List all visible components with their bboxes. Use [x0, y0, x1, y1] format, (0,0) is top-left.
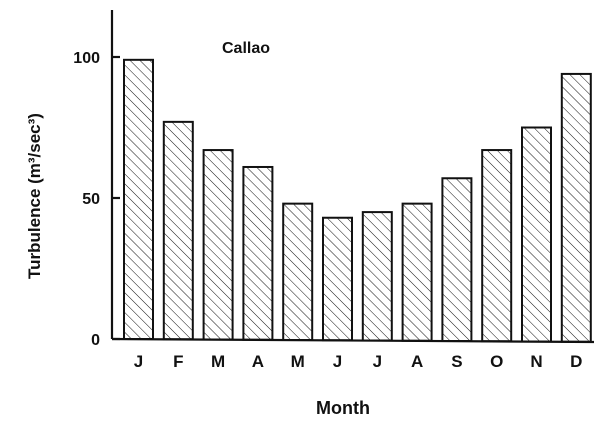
bars: [123, 58, 592, 343]
x-tick-label: J: [373, 352, 382, 371]
x-tick-label: N: [530, 352, 542, 371]
bar-A-8: [401, 202, 433, 342]
bar-S-9: [441, 177, 473, 342]
bar-M-3: [202, 149, 234, 341]
bar-J-1: [123, 58, 154, 340]
x-tick-label: A: [411, 352, 423, 371]
y-tick-label: 0: [91, 332, 100, 349]
x-tick-label: M: [211, 352, 225, 371]
bar-J-6: [322, 216, 353, 342]
x-tick-label: A: [252, 352, 264, 371]
y-tick-label: 100: [73, 50, 100, 67]
x-axis-label: Month: [316, 398, 370, 418]
x-tick-label: J: [333, 352, 342, 371]
bar-N-11: [521, 126, 552, 343]
x-tick-label: S: [451, 352, 462, 371]
x-tick-label: O: [490, 352, 503, 371]
bar-M-5: [282, 202, 314, 341]
bar-A-4: [242, 165, 274, 341]
bar-O-10: [481, 149, 513, 343]
x-tick-label: D: [570, 352, 582, 371]
y-ticks: 0 50 100: [73, 50, 120, 349]
bar-F-2: [162, 120, 194, 341]
y-axis-label: Turbulence (m³/sec³): [25, 113, 44, 279]
chart-title: Callao: [222, 40, 270, 57]
bar-D-12: [560, 72, 592, 343]
x-tick-label: F: [173, 352, 183, 371]
y-tick-label: 50: [82, 191, 100, 208]
bar-J-7: [361, 211, 393, 342]
x-tick-label: J: [134, 352, 143, 371]
x-tick-label: M: [291, 352, 305, 371]
